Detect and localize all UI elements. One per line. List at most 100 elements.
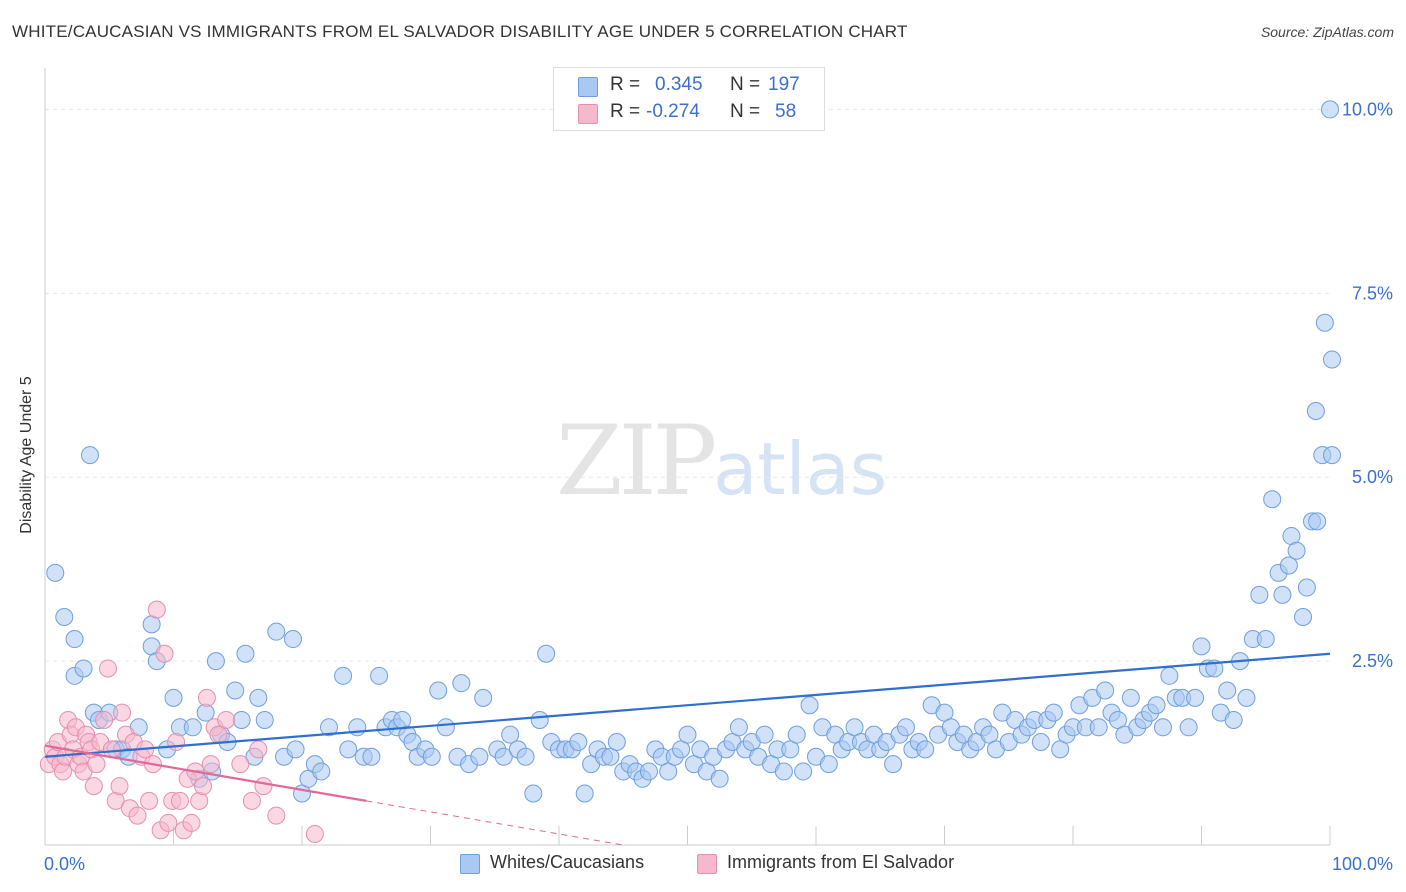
legend-n-label: N = [730,101,761,122]
data-point-whites [1147,696,1166,715]
data-point-el-salvador [249,740,268,759]
data-point-whites [787,725,806,744]
data-point-whites [1287,541,1306,560]
data-point-el-salvador [128,806,147,825]
data-point-whites [1096,681,1115,700]
data-point-whites [46,563,65,582]
data-point-whites [1224,710,1243,729]
trend-line-el-salvador [44,744,367,802]
data-point-whites [339,740,358,759]
data-point-whites [1186,688,1205,707]
data-point-whites [1263,490,1282,509]
data-point-whites [678,725,697,744]
y-tick-label: 2.5% [1352,651,1393,671]
legend-r-label: R = [610,101,641,122]
data-point-whites [1192,637,1211,656]
data-point-whites [729,718,748,737]
watermark-zip: ZIP [556,405,717,517]
data-point-whites [362,747,381,766]
source-credit: Source: ZipAtlas.com [1260,24,1394,40]
data-point-el-salvador [170,791,189,810]
data-point-whites [1308,512,1327,531]
data-point-el-salvador [182,813,201,832]
data-point-el-salvador [217,710,236,729]
legend-r-label: R = [610,74,641,95]
data-point-whites [501,725,520,744]
data-point-el-salvador [147,600,166,619]
legend-r-value: -0.274 [646,101,700,122]
data-point-el-salvador [95,710,114,729]
watermark: ZIPatlas [556,405,887,517]
chart-title: WHITE/CAUCASIAN VS IMMIGRANTS FROM EL SA… [12,22,908,41]
data-point-whites [794,762,813,781]
data-point-whites [569,733,588,752]
data-point-whites [774,762,793,781]
data-point-whites [1256,630,1275,649]
data-point-whites [639,762,658,781]
data-point-whites [470,747,489,766]
trend-line-el-salvador-extension [366,800,624,846]
data-point-whites [1321,100,1339,119]
data-point-whites [1121,688,1140,707]
data-point-el-salvador [242,791,261,810]
watermark-atlas: atlas [713,427,888,511]
data-point-whites [334,666,353,685]
trend-line-whites [44,652,1331,758]
data-point-whites [524,784,543,803]
data-point-whites [819,755,838,774]
y-tick-label: 5.0% [1352,467,1393,487]
data-point-whites [1153,718,1172,737]
data-point-whites [530,710,549,729]
legend-n-label: N = [730,74,761,95]
data-point-el-salvador [197,688,216,707]
data-point-whites [65,630,84,649]
data-point-el-salvador [87,755,106,774]
data-point-whites [800,696,819,715]
data-point-whites [1237,688,1256,707]
data-point-whites [1218,681,1237,700]
legend-label-el-salvador: Immigrants from El Salvador [727,852,955,872]
data-point-whites [232,710,251,729]
data-point-el-salvador [84,777,103,796]
data-point-el-salvador [190,791,209,810]
data-point-whites [1306,402,1325,421]
data-point-whites [236,644,255,663]
data-point-whites [55,607,74,626]
data-point-el-salvador [155,644,174,663]
data-point-whites [429,681,448,700]
data-point-whites [884,755,903,774]
y-axis-label: Disability Age Under 5 [18,376,35,534]
data-point-whites [1294,607,1313,626]
data-point-whites [607,733,626,752]
data-point-whites [916,740,935,759]
data-point-el-salvador [305,824,324,843]
correlation-legend: R = 0.345 N = 197 R = -0.274 N = 58 [553,67,825,131]
data-point-whites [755,725,774,744]
data-point-el-salvador [167,733,186,752]
data-point-whites [1179,718,1198,737]
data-point-whites [286,740,305,759]
data-point-whites [1273,585,1292,604]
x-tick-label: 0.0% [44,854,85,874]
data-point-whites [284,630,303,649]
data-point-el-salvador [113,703,132,722]
data-point-whites [422,747,441,766]
data-point-el-salvador [194,777,213,796]
data-point-whites [1089,718,1108,737]
data-point-whites [710,769,729,788]
data-point-whites [452,674,471,693]
data-point-whites [537,644,556,663]
data-point-whites [1297,578,1316,597]
data-point-whites [183,718,202,737]
legend-swatch-whites [578,77,598,97]
legend-swatch-el-salvador [578,104,598,124]
data-point-whites [494,747,513,766]
data-point-whites [370,666,389,685]
x-tick-label: 100.0% [1332,854,1393,874]
data-point-whites [1279,556,1298,575]
data-point-whites [312,762,331,781]
data-point-el-salvador [254,777,273,796]
data-point-whites [436,718,455,737]
data-point-whites [1160,666,1179,685]
